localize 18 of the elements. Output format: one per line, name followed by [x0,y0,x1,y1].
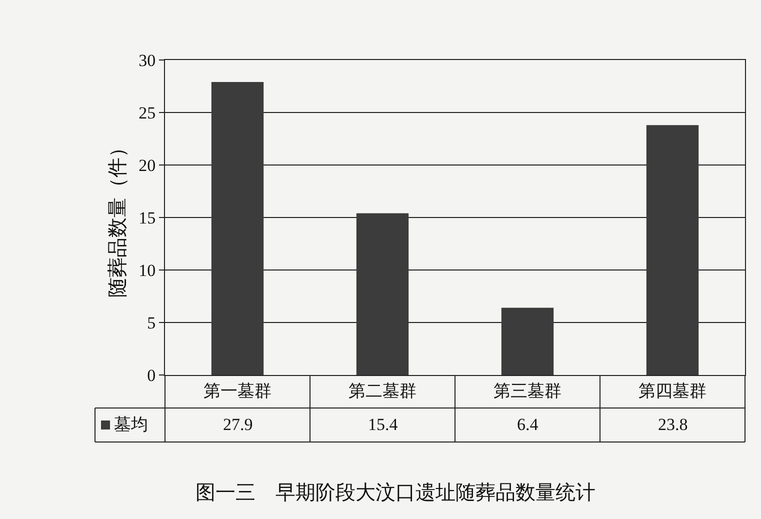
x-tick-label: 第四墓群 [638,381,706,400]
y-tick-label: 20 [138,156,156,175]
data-label: 15.4 [368,415,398,434]
x-tick-label: 第二墓群 [348,381,416,400]
data-label: 27.9 [223,415,253,434]
y-tick-label: 15 [138,208,156,228]
x-tick-label: 第三墓群 [494,381,562,400]
y-tick-label: 0 [147,366,156,385]
data-label: 23.8 [658,415,688,434]
text: 图一三 早期阶段大汶口遗址随葬品数量统计 [196,482,596,504]
y-tick-label: 30 [138,50,156,70]
y-tick-label: 10 [138,260,156,280]
y-tick-label: 5 [147,313,156,332]
y-axis-title: 随葬品数量（件） [107,138,130,298]
x-tick-label: 第一墓群 [204,381,272,400]
y-tick-label: 25 [138,103,156,122]
data-label: 6.4 [517,415,539,434]
legend-label: 墓均 [114,415,148,434]
